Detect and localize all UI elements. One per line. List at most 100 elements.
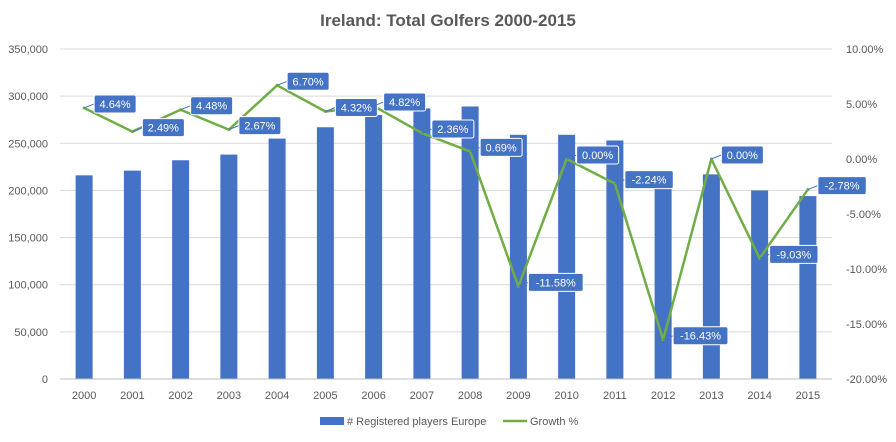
left-axis-tick-label: 50,000 (14, 327, 48, 339)
x-axis-tick-label: 2004 (265, 390, 289, 402)
x-axis-tick-label: 2002 (168, 390, 192, 402)
right-axis-tick-label: 5.00% (846, 99, 877, 111)
right-axis-tick-label: -5.00% (846, 209, 881, 221)
x-axis-tick-label: 2001 (120, 390, 144, 402)
bar (702, 174, 720, 379)
label-leader (469, 146, 481, 152)
label-text: -9.03% (776, 249, 811, 261)
growth-data-label: -2.24% (614, 170, 674, 190)
label-leader (807, 185, 819, 191)
label-text: 2.67% (244, 121, 275, 133)
right-axis-tick-label: 0.00% (846, 154, 877, 166)
label-box (527, 272, 584, 292)
bar (220, 154, 238, 379)
label-text: 0.00% (727, 150, 758, 162)
legend-item-growth: Growth % (503, 416, 579, 428)
bar (654, 174, 672, 379)
x-axis-tick-label: 2013 (699, 390, 723, 402)
label-leader (83, 103, 95, 109)
x-axis-tick-label: 2003 (217, 390, 241, 402)
growth-data-label: 0.69% (469, 137, 523, 157)
label-text: 0.00% (582, 150, 613, 162)
growth-data-label: 4.48% (180, 96, 234, 116)
label-leader (614, 179, 626, 185)
label-text: 4.64% (100, 99, 131, 111)
left-axis-tick-label: 0 (42, 374, 48, 386)
data-labels: 4.64% 2.49% 4.48% 2.67% 6.70% 4.32% 4.82% 2.36%… (83, 71, 867, 346)
left-axis-tick-label: 350,000 (8, 44, 48, 56)
label-box (334, 97, 378, 117)
left-axis-tick-label: 100,000 (8, 280, 48, 292)
left-axis-tick-label: 200,000 (8, 185, 48, 197)
label-leader (518, 281, 529, 287)
label-leader (228, 125, 240, 131)
label-text: 4.32% (341, 102, 372, 114)
x-axis-tick-label: 2006 (361, 390, 385, 402)
x-axis-tick-label: 2015 (796, 390, 820, 402)
left-axis-tick-label: 150,000 (8, 233, 48, 245)
label-text: -2.24% (632, 175, 667, 187)
bar (606, 140, 624, 379)
x-axis-tick-label: 2011 (603, 390, 627, 402)
bar (799, 196, 817, 379)
label-text: -2.78% (825, 181, 860, 193)
left-axis-tick-label: 250,000 (8, 138, 48, 150)
x-axis-tick-label: 2010 (554, 390, 578, 402)
label-box (141, 118, 185, 138)
label-leader (276, 80, 288, 86)
x-axis-tick-label: 2009 (506, 390, 530, 402)
label-leader (759, 253, 770, 259)
label-box (769, 244, 819, 264)
bar (365, 115, 383, 379)
left-axis-tick-label: 300,000 (8, 91, 48, 103)
label-text: 4.82% (389, 97, 420, 109)
label-box (93, 94, 137, 114)
bar-series (75, 106, 817, 380)
legend-item-registered-players: # Registered players Europe (320, 416, 486, 428)
label-box (479, 137, 523, 157)
growth-data-label: -2.78% (807, 176, 867, 196)
label-box (576, 145, 620, 165)
x-axis-tick-label: 2014 (747, 390, 771, 402)
label-box (238, 116, 282, 136)
label-box (190, 96, 234, 116)
growth-data-label: 2.67% (228, 116, 282, 136)
x-axis-tick-label: 2005 (313, 390, 337, 402)
label-leader (566, 154, 577, 160)
x-axis-tick-label: 2007 (410, 390, 434, 402)
chart-title: Ireland: Total Golfers 2000-2015 (320, 11, 576, 30)
label-text: -11.58% (536, 277, 576, 289)
legend-label: # Registered players Europe (347, 416, 486, 428)
right-axis-tick-label: 10.00% (846, 44, 884, 56)
label-leader (421, 128, 433, 134)
legend-label: Growth % (530, 416, 579, 428)
bar (413, 108, 431, 380)
label-leader (662, 335, 674, 341)
label-text: 4.48% (196, 101, 227, 113)
label-text: 2.49% (148, 123, 179, 135)
growth-line (83, 84, 809, 341)
growth-data-label: -16.43% (662, 326, 729, 346)
x-axis-tick-label: 2012 (651, 390, 675, 402)
legend: # Registered players Europe Growth % (320, 416, 579, 428)
label-text: 0.69% (486, 142, 517, 154)
label-box (672, 326, 729, 346)
bar (75, 175, 93, 379)
x-axis-tick-label: 2000 (72, 390, 96, 402)
label-text: 2.36% (437, 124, 468, 136)
label-leader (325, 107, 336, 112)
axes: 0 50,000 100,000 150,000 200,000 250,000 300,0… (8, 44, 887, 402)
label-leader (180, 105, 191, 111)
label-leader (132, 127, 143, 133)
label-box (720, 145, 764, 165)
right-axis-tick-label: -20.00% (846, 374, 887, 386)
growth-data-label: 0.00% (711, 145, 764, 165)
bar (123, 170, 141, 379)
label-box (817, 176, 867, 196)
label-leader (373, 101, 384, 107)
growth-data-label: -11.58% (518, 272, 584, 292)
label-box (431, 119, 475, 139)
bar (316, 127, 334, 379)
